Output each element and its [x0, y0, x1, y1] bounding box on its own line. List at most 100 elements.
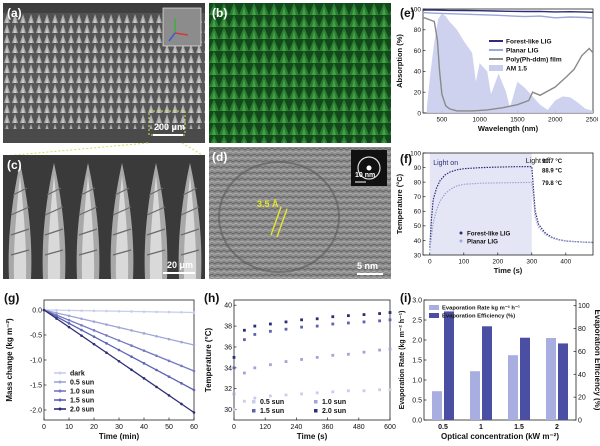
y-tick-label: 34: [224, 365, 232, 372]
data-point: [300, 358, 303, 361]
legend-label: Forest-like LIG: [506, 38, 552, 45]
y-tick-label: 0.0: [32, 308, 42, 315]
legend-label: Forest-like LIG: [467, 230, 511, 237]
data-point: [315, 324, 319, 328]
x-tick-label: 0: [428, 259, 432, 266]
light-on-region: [429, 153, 532, 255]
panel-b-forest-photo: [209, 3, 391, 143]
legend-label: 2.0 sun: [70, 407, 94, 414]
y-tick-label: 40: [414, 69, 422, 76]
y-tick-label: 50: [414, 223, 422, 230]
data-point: [105, 334, 108, 337]
legend-label: Planar LIG: [467, 238, 498, 245]
y2-tick-label: 40: [578, 372, 586, 379]
data-point: [167, 337, 171, 341]
data-point: [331, 390, 335, 394]
data-point: [315, 317, 319, 321]
annotation-temp-2: 88.9 °C: [542, 169, 563, 175]
x-tick-label: 1.5: [514, 424, 524, 431]
x-tick-label: 480: [353, 424, 365, 431]
y2-tick-label: 60: [578, 349, 586, 356]
panel-label-g: (g): [4, 291, 20, 305]
data-point: [55, 311, 58, 315]
data-point: [347, 314, 350, 318]
data-point: [142, 349, 146, 352]
x-tick-label: 400: [560, 259, 571, 266]
y2-tick-label: 20: [578, 395, 586, 402]
series-line-planar-lig: [429, 181, 594, 251]
panel-a-sem-image: 200 μm: [3, 3, 205, 143]
lattice-spacing-label: 3.5 Å: [257, 199, 279, 209]
panel-label-a: (a): [7, 6, 22, 20]
legend-marker: [58, 407, 62, 411]
series-line-planar-lig: [422, 11, 594, 19]
data-point: [362, 313, 366, 317]
data-point: [92, 342, 96, 346]
scale-bar-label-c: 20 μm: [167, 260, 194, 270]
series-line-forest-lig: [423, 9, 594, 13]
data-point: [378, 319, 381, 323]
x-tick-label: 10: [65, 424, 73, 431]
panel-label-b: (b): [212, 6, 228, 20]
data-point: [347, 389, 350, 393]
legend-marker: [314, 409, 318, 413]
scale-bar-label-a: 200 μm: [154, 122, 186, 132]
y-tick-label: 90: [414, 165, 422, 172]
x-tick-label: 240: [291, 424, 303, 431]
data-point: [269, 363, 272, 367]
y-tick-label: -1.5: [30, 383, 42, 390]
data-point: [117, 309, 121, 313]
x-axis-label: Time (s): [494, 266, 523, 275]
x-tick-label: 0.5: [438, 424, 448, 431]
data-point: [67, 325, 71, 329]
y-axis-label: Absorption (%): [395, 34, 404, 88]
chart-i-evaporation: 0.0 0.5 1.0 1.5 2.0 2.5 3.0 0 20 40 60 80 100 0.5 1 1.5…: [399, 298, 600, 442]
data-point: [130, 310, 133, 313]
legend-label: 2.0 sun: [322, 408, 346, 415]
legend-label: Planar LIG: [506, 47, 539, 54]
data-point: [180, 402, 183, 406]
data-point: [155, 334, 158, 338]
legend-marker: [58, 389, 62, 393]
x-tick-label: 40: [140, 424, 148, 431]
sem-tree-closeup: [3, 155, 205, 279]
y-tick-label: 80: [414, 179, 422, 186]
data-point: [55, 317, 58, 320]
data-point: [300, 318, 303, 322]
data-point: [130, 368, 133, 372]
plot-frame: [422, 152, 594, 256]
bar-evaporation-efficiency: [444, 311, 454, 420]
data-point: [243, 371, 246, 375]
data-point: [388, 311, 392, 314]
data-point: [192, 411, 196, 414]
data-point: [42, 308, 46, 312]
y-tick-label: 30: [224, 407, 232, 414]
data-point: [142, 332, 146, 335]
data-point: [192, 343, 196, 347]
data-point: [284, 320, 288, 324]
data-point: [117, 359, 121, 363]
y-tick-label: 38: [224, 324, 232, 331]
x-axis-label: Time (s): [297, 432, 328, 441]
legend-marker: [252, 409, 256, 413]
data-point: [180, 382, 183, 385]
data-point: [80, 309, 83, 312]
legend-label: 0.5 sun: [70, 380, 94, 387]
panel-label-e: (e): [400, 6, 415, 20]
data-point: [130, 344, 133, 347]
y-tick-label: 0: [417, 110, 421, 117]
data-point: [180, 340, 183, 344]
tem-lattice-image: [209, 147, 391, 279]
data-point: [347, 321, 350, 325]
panel-label-h: (h): [204, 291, 220, 305]
data-point: [105, 309, 108, 313]
data-point: [243, 399, 246, 403]
data-point: [67, 318, 71, 322]
data-point: [284, 360, 288, 363]
x-tick-label: 360: [322, 424, 334, 431]
x-axis-label: Wavelength (nm): [478, 124, 539, 133]
y-tick-label: 0.5: [412, 398, 422, 405]
data-point: [347, 352, 350, 356]
data-point: [378, 312, 381, 315]
legend-label: Poly(Ph-ddm) film: [506, 56, 562, 63]
